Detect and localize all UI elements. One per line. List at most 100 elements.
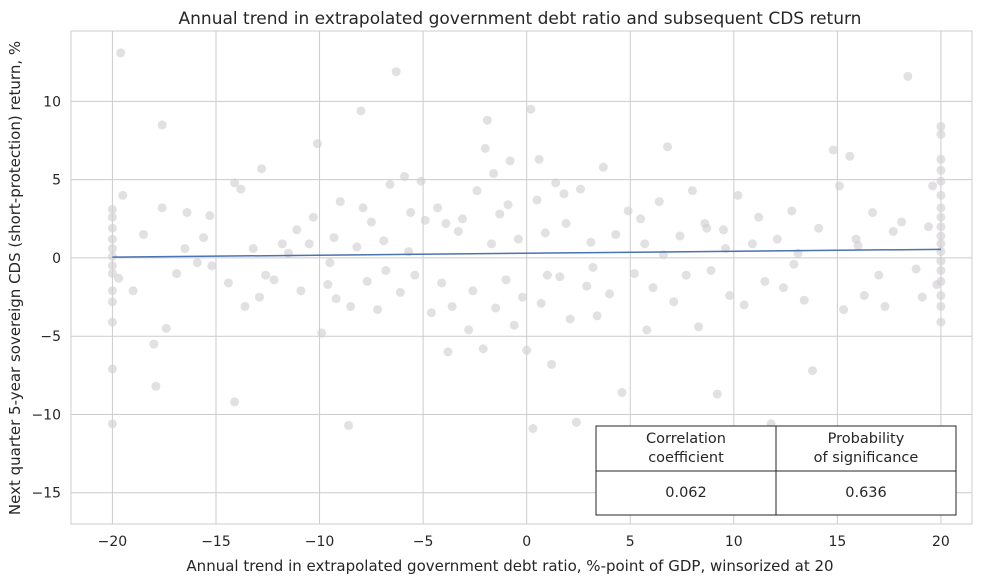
data-point	[571, 417, 581, 427]
data-point	[561, 219, 571, 229]
data-point	[712, 389, 722, 399]
data-point	[107, 234, 117, 244]
scatter-points	[107, 48, 946, 437]
data-point	[257, 164, 267, 174]
data-point	[107, 261, 117, 271]
data-point	[547, 359, 557, 369]
data-point	[325, 258, 335, 268]
data-point	[936, 129, 946, 139]
data-point	[296, 286, 306, 296]
data-point	[157, 120, 167, 130]
data-point	[834, 181, 844, 191]
data-point	[605, 289, 615, 299]
data-point	[936, 121, 946, 131]
data-point	[640, 239, 650, 249]
data-point	[669, 297, 679, 307]
data-point	[924, 222, 934, 232]
data-point	[447, 301, 457, 311]
data-point	[880, 301, 890, 311]
data-point	[936, 176, 946, 186]
y-tick-label: 0	[52, 251, 61, 267]
stats-value-probability: 0.636	[845, 485, 887, 501]
data-point	[851, 234, 861, 244]
data-point	[598, 162, 608, 172]
chart-title: Annual trend in extrapolated government …	[179, 9, 862, 29]
data-point	[611, 229, 621, 239]
data-point	[482, 115, 492, 125]
data-point	[366, 217, 376, 227]
data-point	[207, 261, 217, 271]
data-point	[128, 286, 138, 296]
data-point	[223, 278, 233, 288]
data-point	[503, 200, 513, 210]
data-point	[331, 294, 341, 304]
data-point	[292, 225, 302, 235]
data-point	[936, 256, 946, 266]
data-point	[283, 248, 293, 258]
data-point	[443, 347, 453, 357]
y-tick-label: 10	[43, 94, 61, 110]
data-point	[592, 311, 602, 321]
y-tick-labels: −15 −10 −5 0 5 10	[31, 94, 61, 501]
data-point	[509, 320, 519, 330]
data-point	[675, 231, 685, 241]
data-point	[240, 301, 250, 311]
data-point	[107, 204, 117, 214]
data-point	[478, 344, 488, 354]
data-point	[936, 165, 946, 175]
y-tick-label: −5	[40, 329, 61, 345]
data-point	[416, 176, 426, 186]
stats-header-correlation-line1: Correlation	[646, 431, 726, 447]
data-point	[329, 233, 339, 243]
data-point	[874, 270, 884, 280]
data-point	[172, 269, 182, 279]
data-point	[555, 272, 565, 282]
data-point	[706, 265, 716, 275]
data-point	[335, 197, 345, 207]
data-point	[107, 286, 117, 296]
data-point	[839, 305, 849, 315]
y-tick-label: −15	[31, 486, 61, 502]
x-tick-label: −5	[413, 534, 434, 550]
x-tick-label: 10	[725, 534, 743, 550]
data-point	[868, 208, 878, 218]
data-point	[437, 278, 447, 288]
data-point	[936, 276, 946, 286]
y-tick-label: −10	[31, 407, 61, 423]
data-point	[317, 328, 327, 338]
data-point	[936, 154, 946, 164]
stats-header-probability-line1: Probability	[828, 431, 905, 447]
data-point	[346, 301, 356, 311]
x-tick-label: 15	[828, 534, 846, 550]
data-point	[747, 239, 757, 249]
data-point	[540, 228, 550, 238]
x-tick-label: −10	[305, 534, 335, 550]
stats-table: Correlation coefficient Probability of s…	[595, 425, 957, 516]
data-point	[760, 276, 770, 286]
x-tick-labels: −20 −15 −10 −5 0 5 10 15 20	[98, 534, 950, 550]
x-tick-label: 5	[626, 534, 635, 550]
data-point	[739, 300, 749, 310]
x-tick-label: 0	[522, 534, 531, 550]
data-point	[116, 48, 126, 58]
data-point	[362, 276, 372, 286]
data-point	[528, 424, 538, 434]
data-point	[808, 366, 818, 376]
data-point	[648, 283, 658, 293]
data-point	[522, 345, 532, 355]
data-point	[903, 71, 913, 81]
data-point	[391, 67, 401, 77]
data-point	[118, 190, 128, 200]
data-point	[495, 209, 505, 219]
data-point	[304, 239, 314, 249]
data-point	[828, 145, 838, 155]
data-point	[754, 212, 764, 222]
stats-header-correlation-line2: coefficient	[648, 450, 724, 466]
data-point	[107, 251, 117, 261]
data-point	[576, 184, 586, 194]
data-point	[928, 181, 938, 191]
data-point	[426, 308, 436, 318]
data-point	[532, 195, 542, 205]
data-point	[180, 244, 190, 254]
